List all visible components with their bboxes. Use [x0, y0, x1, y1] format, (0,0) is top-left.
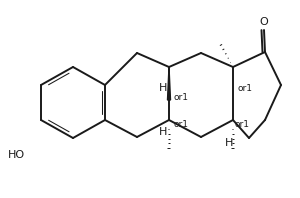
Polygon shape [167, 67, 170, 100]
Text: or1: or1 [174, 120, 189, 129]
Text: or1: or1 [174, 92, 189, 102]
Text: H: H [159, 127, 167, 137]
Text: O: O [260, 17, 268, 27]
Text: or1: or1 [238, 84, 253, 92]
Text: or1: or1 [235, 120, 250, 129]
Text: H: H [225, 138, 233, 148]
Text: H: H [159, 83, 167, 93]
Text: HO: HO [8, 150, 25, 160]
